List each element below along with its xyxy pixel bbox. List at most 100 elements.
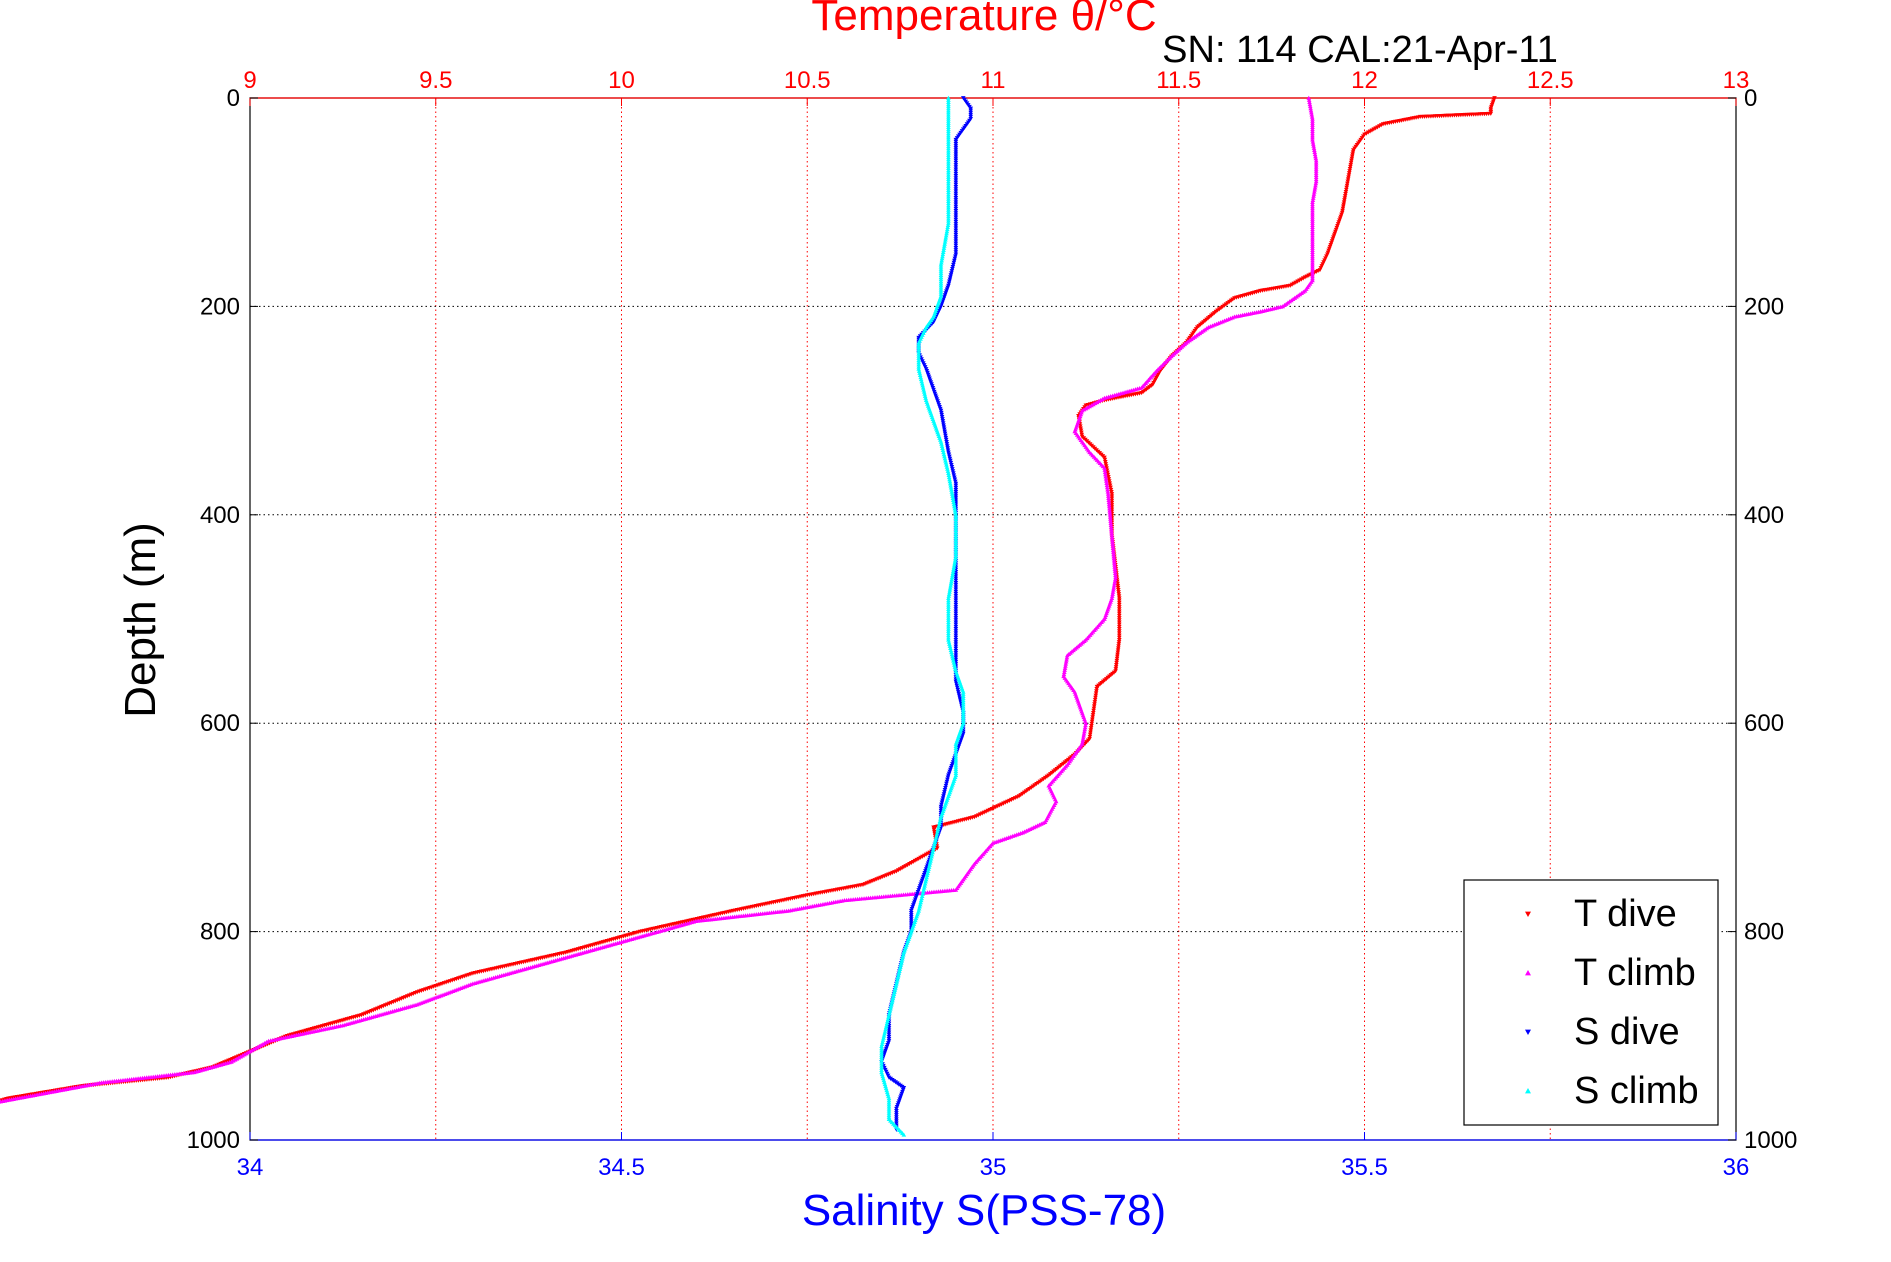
data-point [1109,535,1115,540]
data-point [886,1014,891,1019]
data-point [1310,220,1315,225]
data-point [1310,116,1315,121]
data-point [1114,660,1119,666]
left-tick-labels: 0 200 400 600 800 1000 [187,85,240,1154]
data-point [939,443,945,448]
data-point [953,572,959,577]
data-point [947,585,953,590]
data-point [1080,737,1086,742]
data-point [946,108,951,113]
data-point [945,224,950,230]
data-point [1108,522,1114,528]
data-point [946,209,951,214]
data-point [1111,583,1117,588]
data-point [952,475,957,480]
data-point [918,900,923,905]
data-point [1108,485,1113,490]
data-point [882,1029,888,1034]
data-point [1090,713,1096,718]
data-point [1108,487,1114,492]
data-point [946,154,951,160]
data-point [953,479,958,484]
data-point [953,519,959,524]
data-point [951,566,956,571]
data-point [937,820,942,826]
data-point [953,635,959,640]
data-point [1310,229,1315,234]
data-point [953,651,959,656]
data-point [916,347,921,352]
data-point [942,431,948,436]
data-point [936,823,942,828]
data-point [1063,659,1069,664]
data-point [939,256,945,261]
data-point [941,792,947,797]
data-point [950,572,955,578]
data-point [1307,101,1313,107]
data-point [1117,629,1122,634]
data-point [1312,149,1318,155]
data-point [951,471,956,476]
bottom-tick-label: 35.5 [1341,1154,1388,1181]
data-point [1310,245,1315,250]
data-point [953,512,959,517]
top-tick-label: 10.5 [784,67,831,94]
data-point [1116,640,1122,645]
data-point [950,654,955,659]
data-point [1115,650,1121,655]
data-point [957,694,962,699]
data-point [946,194,951,199]
data-point [1063,663,1068,668]
data-point [953,679,959,684]
top-tick-labels: 9 9.5 10 10.5 11 11.5 12 12.5 13 [243,67,1749,94]
data-point [945,226,950,232]
data-point [1112,568,1118,573]
data-point [1310,258,1315,263]
data-point [946,116,951,121]
data-point [1105,491,1111,496]
data-point [1107,483,1113,488]
data-point [1088,726,1094,731]
data-point [1078,426,1083,431]
data-point [1105,487,1110,492]
data-point [916,906,922,911]
series-t-dive [0,96,1497,1103]
data-point [1115,654,1120,659]
data-point [1116,646,1121,651]
data-point [938,266,944,271]
data-point [921,387,926,392]
data-point [879,1050,884,1055]
bottom-tick-label: 34 [237,1154,264,1181]
data-point [1110,591,1115,596]
data-point [946,598,951,603]
data-point [953,254,958,259]
data-point [941,245,947,250]
data-point [892,989,897,994]
data-point [953,666,958,671]
data-point [927,860,933,865]
data-point [953,750,959,755]
data-point [893,983,899,988]
data-point [952,560,958,565]
data-point [1348,164,1353,170]
right-tick-label: 0 [1744,85,1757,112]
data-point [1310,212,1315,217]
data-point [922,393,928,398]
data-point [946,129,951,134]
data-point [946,611,951,616]
data-point [1295,279,1300,284]
data-point [946,170,951,175]
data-point [934,831,940,836]
data-point [1089,719,1095,724]
data-point [1113,575,1118,580]
data-point [944,229,950,234]
data-point [892,987,898,992]
data-point [953,250,959,255]
data-point [917,902,923,907]
data-point [1089,721,1095,726]
data-point [879,1043,884,1049]
data-point [1117,602,1122,608]
data-point [953,747,959,753]
data-point [953,516,959,522]
data-point [949,650,954,655]
